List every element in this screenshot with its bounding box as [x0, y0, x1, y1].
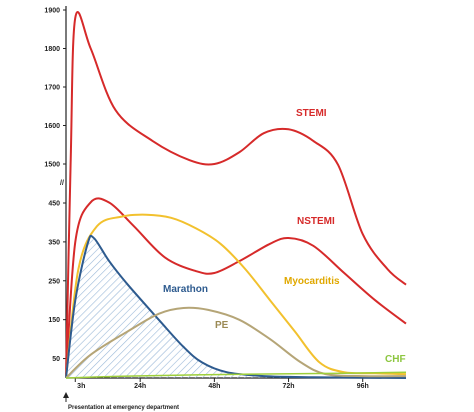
series-line-nstemi [65, 197, 407, 379]
y-tick-label: 450 [48, 201, 60, 208]
y-tick-label: 250 [48, 278, 60, 285]
series-label-myocarditis: Myocarditis [284, 276, 340, 287]
y-tick-label: 150 [48, 317, 60, 324]
y-tick-label: 50 [52, 356, 60, 363]
presentation-arrow [63, 392, 69, 398]
y-tick-label: 1500 [44, 162, 60, 169]
presentation-caption: Presentation at emergency department [68, 405, 179, 411]
y-tick-label: 350 [48, 239, 60, 246]
series-line-pe [65, 306, 407, 379]
series-label-marathon: Marathon [163, 284, 208, 295]
y-tick-label: 1600 [44, 123, 60, 130]
series-line-chf [65, 371, 407, 379]
series-label-nstemi: NSTEMI [297, 216, 335, 227]
series-label-pe: PE [215, 320, 229, 331]
marathon-area-fill [66, 235, 406, 378]
x-tick-label: 96h [357, 383, 369, 390]
series-line-marathon [65, 234, 407, 379]
x-tick-label: 48h [208, 383, 220, 390]
x-tick-label: 72h [283, 383, 295, 390]
y-tick-label: 1700 [44, 85, 60, 92]
y-tick-label: 1900 [44, 8, 60, 15]
series-line-stemi [65, 11, 407, 379]
x-tick-label: 24h [134, 383, 146, 390]
series-label-stemi: STEMI [296, 108, 327, 119]
x-tick-label: 3h [77, 383, 85, 390]
y-tick-label: 1800 [44, 46, 60, 53]
label-layer: STEMI NSTEMI Myocarditis Marathon PE CHF [163, 108, 406, 365]
series-layer [65, 11, 407, 379]
series-label-chf: CHF [385, 354, 406, 365]
series-line-myocarditis [65, 213, 407, 379]
axis-break-mark: // [60, 180, 64, 187]
